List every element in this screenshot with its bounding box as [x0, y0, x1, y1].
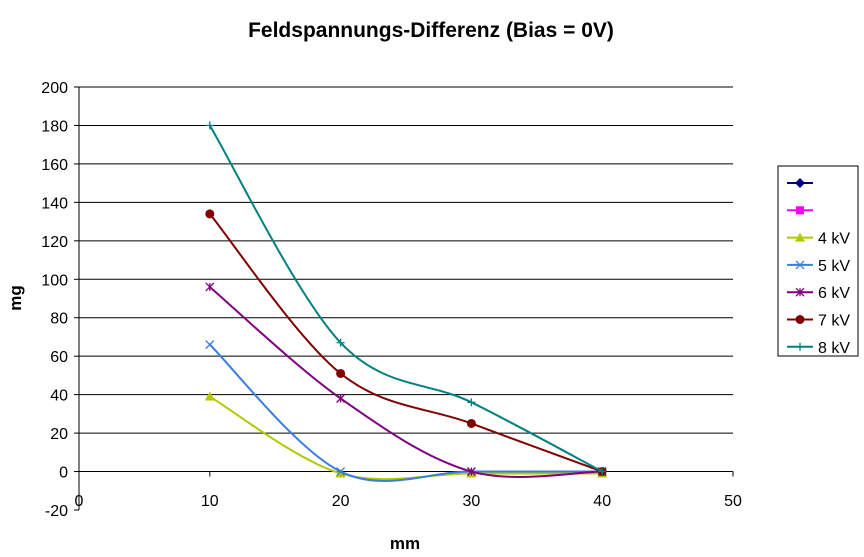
legend-entry: 5 kV	[787, 258, 850, 275]
y-tick-label: 80	[50, 311, 68, 328]
x-tick-label: 0	[75, 493, 84, 510]
data-point	[598, 467, 607, 476]
legend-marker	[796, 342, 804, 351]
series-line-5	[209, 213, 603, 473]
x-tick-label: 20	[332, 493, 350, 510]
legend-entry	[787, 206, 813, 215]
data-point	[204, 391, 215, 401]
data-point	[205, 209, 215, 219]
chart-title: Feldspannungs-Differenz (Bias = 0V)	[248, 19, 614, 42]
legend-label: 4 kV	[818, 231, 850, 248]
y-tick-label: 160	[41, 157, 68, 174]
legend-marker	[795, 178, 805, 188]
data-point	[335, 468, 346, 478]
data-point	[336, 394, 346, 403]
y-tick-label: 40	[50, 388, 68, 405]
data-point	[205, 121, 214, 130]
legend-marker	[795, 287, 805, 297]
y-tick-label: -20	[45, 503, 68, 520]
legend-entry	[787, 178, 813, 188]
legend-marker	[795, 232, 805, 242]
y-tick-label: 20	[50, 426, 68, 443]
legend-entry: 4 kV	[787, 231, 850, 248]
y-tick-label: 60	[50, 349, 68, 366]
y-tick-label: 180	[41, 118, 68, 135]
legend-label: 5 kV	[818, 258, 850, 275]
x-tick-label: 50	[724, 493, 742, 510]
series-line-2	[209, 395, 603, 481]
x-tick-label: 40	[593, 493, 611, 510]
x-tick-label: 30	[463, 493, 481, 510]
y-axis-label: mg	[6, 285, 25, 311]
legend-marker	[796, 206, 804, 215]
legend-label: 6 kV	[818, 285, 850, 302]
legend-label: 7 kV	[818, 313, 850, 330]
data-point	[466, 418, 476, 428]
data-point	[205, 282, 215, 292]
series-group	[204, 121, 608, 482]
series-line-4	[209, 286, 603, 478]
legend-entry: 6 kV	[787, 285, 850, 302]
x-axis-label: mm	[390, 534, 420, 553]
legend-label: 8 kV	[818, 340, 850, 357]
legend: 4 kV 5 kV 6 kV 7 kV 8 kV	[777, 165, 859, 357]
legend-marker	[795, 315, 805, 324]
series-line-6	[208, 124, 603, 473]
x-tick-label: 10	[201, 493, 219, 510]
y-tick-label: 100	[41, 272, 68, 289]
legend-entry: 8 kV	[787, 340, 850, 357]
series-line-3	[209, 343, 603, 482]
y-tick-label: 200	[41, 80, 68, 97]
data-point	[205, 340, 215, 350]
y-tick-label: 140	[41, 195, 68, 212]
legend-marker	[795, 260, 805, 270]
data-point	[336, 467, 346, 477]
data-point	[336, 338, 345, 347]
legend-box	[777, 165, 859, 357]
axes	[74, 86, 734, 511]
data-point	[336, 368, 346, 378]
tick-labels: -20 0 20 40 60 80 100 120 140 160 180 200 0 10 20 30 40 5…	[41, 80, 742, 520]
data-point	[466, 467, 476, 477]
gridlines	[79, 86, 733, 434]
legend-entry: 7 kV	[787, 313, 850, 330]
y-tick-label: 120	[41, 234, 68, 251]
y-tick-label: 0	[59, 465, 68, 482]
data-point	[467, 398, 476, 407]
